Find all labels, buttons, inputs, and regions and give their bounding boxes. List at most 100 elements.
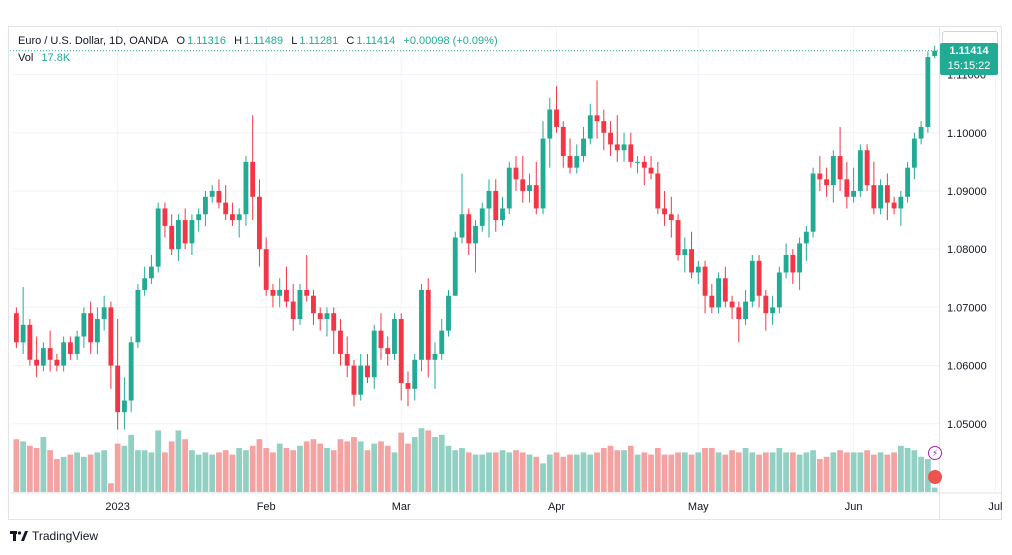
volume-bar [405,443,411,492]
candle-body [473,225,478,244]
candle-body [34,359,40,366]
volume-bar [607,445,614,492]
volume-bar [148,452,155,492]
volume-bar [175,430,182,492]
low-key: L [291,35,298,47]
candle-body [94,319,100,343]
candle-body [628,144,634,162]
time-tick-label: Jul [988,501,1002,513]
volume-bar [594,452,600,492]
lightning-icon[interactable]: ⚡ [928,446,942,460]
tradingview-logo[interactable]: TradingView [10,529,98,543]
volume-bar [614,450,621,492]
symbol-title[interactable]: Euro / U.S. Dollar, 1D, OANDA [18,35,169,47]
candle-body [135,289,141,343]
volume-bar [742,448,749,492]
volume-bar [121,445,128,492]
volume-bar [398,432,405,492]
candle-body [277,289,283,296]
candle-body [844,179,850,197]
volume-bar [87,454,94,492]
candle-body [560,126,566,157]
candle-body [115,365,121,413]
volume-bar [668,454,675,492]
candle-body [169,225,175,250]
candle-body [722,278,728,302]
candle-body [13,313,19,343]
volume-bar [283,448,290,492]
time-tick-label: Apr [548,501,565,513]
volume-bar [776,448,783,492]
candle-body [527,185,532,191]
candle-body [121,400,127,413]
volume-bar [344,441,351,492]
volume-bar [418,428,425,492]
candle-body [911,138,917,168]
volume-bar [74,452,81,492]
volume-bar [499,450,506,492]
candle-body [216,190,222,203]
price-axis[interactable]: 1.05000 1.06000 1.07000 1.08000 1.09000 1.100… [939,28,987,519]
volume-bar [897,445,904,492]
volume-bar [857,452,864,492]
volume-bar [661,454,668,492]
candle-body [884,185,890,203]
candle-body [587,115,593,139]
candle-body [142,278,148,290]
volume-bar [20,441,27,492]
volume-bar [492,452,499,492]
candle-body [202,196,208,215]
candle-body [493,190,499,221]
candle-body [358,365,364,395]
change-value: +0.00098 (+0.09%) [403,35,498,47]
candle-body [351,365,357,395]
candle-body [520,179,526,191]
candle-body [608,132,613,145]
price-tick-label: 1.10000 [947,128,987,140]
volume-bar [263,448,270,492]
volume-bar [155,430,162,492]
candle-body [783,255,789,273]
candle-body [88,313,94,343]
volume-bar [128,434,135,492]
candle-body [162,208,168,226]
candle-body [432,353,438,360]
candle-body [756,260,762,296]
candle-body [371,330,377,378]
volume-bar [60,456,67,492]
branding-text: TradingView [32,529,99,543]
volume-key[interactable]: Vol [18,52,34,64]
candle-body [148,266,154,279]
open-key: O [176,35,186,47]
volume-bar [823,456,830,492]
time-axis[interactable]: 2023 Feb Mar Apr May Jun Jul [10,492,1002,513]
candle-body [891,202,897,209]
volume-legend: Vol 17.8K [18,52,72,64]
volume-bar [735,452,742,492]
volume-bar [573,454,580,492]
volume-bar [789,452,796,492]
candle-body [925,57,931,127]
candle-body [27,324,33,360]
volume-bar [580,452,587,492]
candle-body [378,330,384,349]
candle-body [236,214,242,221]
candle-body [500,208,505,221]
volume-bar [317,443,324,492]
us-flag-icon[interactable] [928,470,942,484]
volume-bar [310,439,317,492]
volume-bar [560,456,567,492]
volume-bar [918,456,924,492]
volume-bar [708,448,715,492]
volume-bar [472,454,479,492]
volume-bar [378,441,384,492]
candle-body [250,161,256,197]
tradingview-logo-icon [10,531,28,541]
volume-bar [67,454,74,492]
last-price-label: 1.11414 15:15:22 [940,42,998,75]
candle-body [47,348,53,360]
volume-bar [114,443,121,492]
volume-bar [864,450,870,492]
volume-bar [837,450,843,492]
